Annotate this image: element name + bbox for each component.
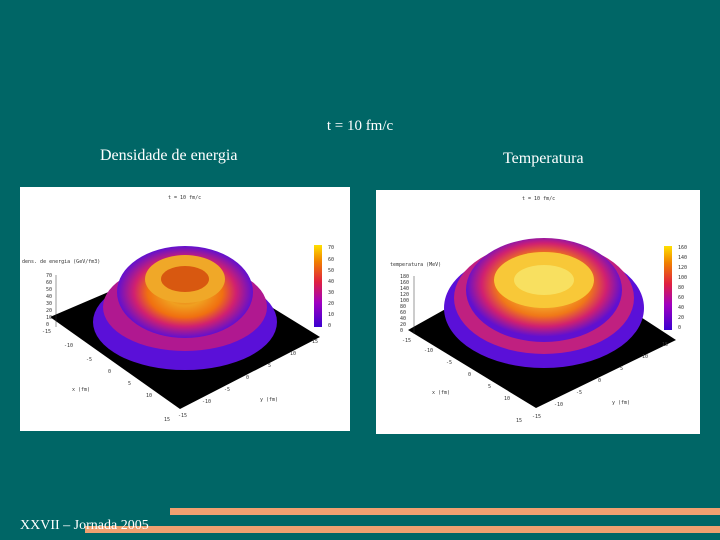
colorbar-tick: 160 <box>678 245 687 251</box>
x-tick: -15 <box>42 329 51 335</box>
colorbar-tick: 140 <box>678 255 687 261</box>
z-tick: 50 <box>46 287 52 293</box>
y-tick: -10 <box>554 402 563 408</box>
y-tick: 15 <box>312 339 318 345</box>
x-axis-label: x (fm) <box>432 390 450 396</box>
slide-title: t = 10 fm/c <box>326 118 394 134</box>
plot-title: t = 10 fm/c <box>522 196 555 202</box>
y-axis-ticks: -15 -10 -5 0 5 10 15 <box>178 339 318 419</box>
footer-accent-bar-bottom <box>85 526 720 533</box>
x-tick: -5 <box>446 360 452 366</box>
surface-top <box>514 265 574 295</box>
footer-accent-bar-top <box>170 508 720 515</box>
y-tick: -5 <box>224 387 230 393</box>
colorbar-ticks: 160 140 120 100 80 60 40 20 0 <box>678 245 687 331</box>
z-tick: 120 <box>400 292 409 298</box>
z-tick: 20 <box>46 308 52 314</box>
z-tick: 0 <box>400 328 403 334</box>
colorbar <box>314 245 322 327</box>
surface-crater <box>161 266 209 292</box>
y-tick: -5 <box>576 390 582 396</box>
z-axis-ticks: 70 60 50 40 30 20 10 0 <box>46 273 52 328</box>
y-tick: -15 <box>178 413 187 419</box>
colorbar-tick: 10 <box>328 312 334 318</box>
z-tick: 70 <box>46 273 52 279</box>
y-tick: -15 <box>532 414 541 420</box>
y-axis-ticks: -15 -10 -5 0 5 10 15 <box>532 342 668 420</box>
z-tick: 100 <box>400 298 409 304</box>
colorbar-tick: 20 <box>678 315 684 321</box>
y-axis-label: y (fm) <box>260 397 278 403</box>
colorbar-tick: 70 <box>328 245 334 251</box>
temperature-caption: Temperatura <box>503 150 584 167</box>
z-tick: 40 <box>46 294 52 300</box>
z-tick: 140 <box>400 286 409 292</box>
colorbar-tick: 50 <box>328 268 334 274</box>
x-tick: 5 <box>128 381 131 387</box>
x-tick: 5 <box>488 384 491 390</box>
y-tick: 10 <box>290 351 296 357</box>
colorbar-ticks: 70 60 50 40 30 20 10 0 <box>328 245 334 329</box>
colorbar-tick: 100 <box>678 275 687 281</box>
x-tick: 10 <box>146 393 152 399</box>
z-tick: 30 <box>46 301 52 307</box>
colorbar-tick: 20 <box>328 301 334 307</box>
x-tick: -5 <box>86 357 92 363</box>
x-tick: 0 <box>108 369 111 375</box>
z-axis-label: temperatura (MeV) <box>390 262 441 268</box>
x-tick: -10 <box>424 348 433 354</box>
energy-density-surface: t = 10 fm/c 70 60 50 40 30 20 10 0 dens.… <box>22 195 334 423</box>
y-tick: 0 <box>246 375 249 381</box>
z-tick: 0 <box>46 322 49 328</box>
z-axis-label: dens. de energia (GeV/fm3) <box>22 259 100 265</box>
x-axis-ticks: -15 -10 -5 0 5 10 15 <box>42 329 170 423</box>
x-tick: -10 <box>64 343 73 349</box>
colorbar-tick: 0 <box>678 325 681 331</box>
z-tick: 60 <box>400 310 406 316</box>
colorbar <box>664 246 672 330</box>
colorbar-tick: 0 <box>328 323 331 329</box>
x-axis-ticks: -15 -10 -5 0 5 10 15 <box>402 338 522 424</box>
z-tick: 180 <box>400 274 409 280</box>
colorbar-tick: 120 <box>678 265 687 271</box>
colorbar-tick: 40 <box>678 305 684 311</box>
x-tick: 15 <box>164 417 170 423</box>
energy-density-caption: Densidade de energia <box>100 147 238 164</box>
x-tick: 0 <box>468 372 471 378</box>
energy-density-plot: t = 10 fm/c 70 60 50 40 30 20 10 0 dens.… <box>20 187 350 431</box>
y-tick: 0 <box>598 378 601 384</box>
y-tick: 10 <box>642 354 648 360</box>
footer-text: XXVII – Jornada 2005 <box>20 518 149 533</box>
x-axis-label: x (fm) <box>72 387 90 393</box>
plot-title: t = 10 fm/c <box>168 195 201 201</box>
z-tick: 60 <box>46 280 52 286</box>
temperature-surface: t = 10 fm/c 160 140 120 100 80 60 40 20 … <box>390 196 687 424</box>
z-tick: 40 <box>400 316 406 322</box>
z-tick: 160 <box>400 280 409 286</box>
z-tick: 10 <box>46 315 52 321</box>
z-tick: 20 <box>400 322 406 328</box>
y-tick: 5 <box>620 366 623 372</box>
x-tick: -15 <box>402 338 411 344</box>
x-tick: 15 <box>516 418 522 424</box>
colorbar-tick: 30 <box>328 290 334 296</box>
temperature-plot: t = 10 fm/c 160 140 120 100 80 60 40 20 … <box>376 190 700 434</box>
y-tick: -10 <box>202 399 211 405</box>
z-tick: 80 <box>400 304 406 310</box>
z-axis-ticks: 180 160 140 120 100 80 60 40 20 0 <box>400 274 409 334</box>
colorbar-tick: 60 <box>678 295 684 301</box>
colorbar-tick: 60 <box>328 257 334 263</box>
colorbar-tick: 40 <box>328 279 334 285</box>
y-tick: 5 <box>268 363 271 369</box>
colorbar-tick: 80 <box>678 285 684 291</box>
y-tick: 15 <box>662 342 668 348</box>
x-tick: 10 <box>504 396 510 402</box>
y-axis-label: y (fm) <box>612 400 630 406</box>
